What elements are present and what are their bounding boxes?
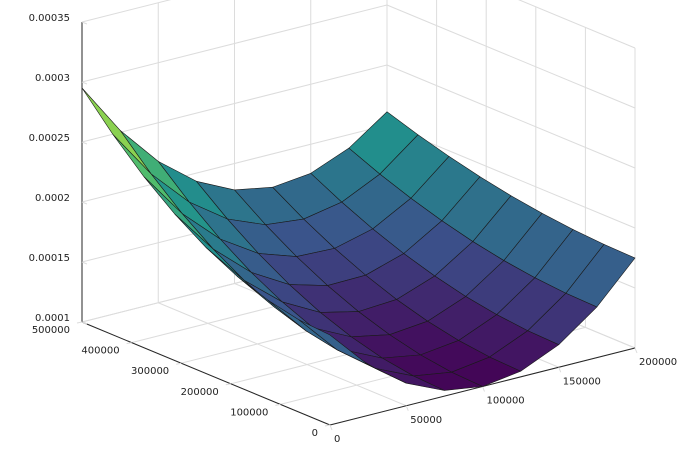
- grid-line: [158, 302, 407, 407]
- tick-mark: [81, 141, 88, 145]
- y-tick-label: 0: [312, 428, 318, 439]
- tick-mark: [81, 81, 88, 85]
- tick-mark: [81, 261, 88, 265]
- z-tick-label: 0.0001: [35, 313, 70, 324]
- x-tick-label: 50000: [410, 415, 442, 426]
- grid-line: [81, 64, 388, 143]
- y-tick-label: 200000: [181, 387, 219, 398]
- grid-line: [81, 4, 388, 83]
- y-tick-label: 300000: [131, 366, 169, 377]
- x-tick-label: 0: [334, 434, 340, 445]
- surface-face: [119, 130, 190, 203]
- tick-mark: [81, 321, 88, 325]
- z-tick-label: 0.0003: [35, 73, 70, 84]
- tick-mark: [81, 21, 88, 25]
- tick-mark: [176, 362, 182, 365]
- grid-line: [386, 4, 636, 109]
- axis-line: [81, 321, 331, 426]
- tick-mark: [225, 383, 231, 386]
- x-tick-label: 100000: [487, 396, 525, 407]
- surface-face: [298, 319, 369, 366]
- x-tick-label: 200000: [639, 357, 677, 368]
- tick-mark: [275, 403, 281, 406]
- z-tick-label: 0.00025: [29, 133, 70, 144]
- grid-line: [81, 0, 172, 23]
- grid-line: [518, 0, 636, 49]
- grid-line: [386, 64, 636, 169]
- tick-mark: [558, 367, 562, 373]
- tick-mark: [329, 424, 333, 431]
- tick-mark: [482, 386, 485, 392]
- tick-mark: [324, 424, 331, 427]
- y-tick-label: 100000: [230, 407, 268, 418]
- tick-mark: [126, 342, 132, 345]
- y-tick-label: 500000: [32, 325, 70, 336]
- tick-mark: [634, 347, 638, 354]
- grid-line: [81, 124, 388, 203]
- z-tick-label: 0.00015: [29, 253, 70, 264]
- tick-mark: [405, 405, 409, 411]
- surface-face: [81, 87, 152, 175]
- tick-mark: [81, 201, 88, 205]
- z-tick-label: 0.0002: [35, 193, 70, 204]
- y-tick-label: 400000: [81, 346, 119, 357]
- tick-mark: [76, 321, 83, 324]
- x-tick-label: 150000: [563, 376, 601, 387]
- z-tick-label: 0.00035: [29, 13, 70, 24]
